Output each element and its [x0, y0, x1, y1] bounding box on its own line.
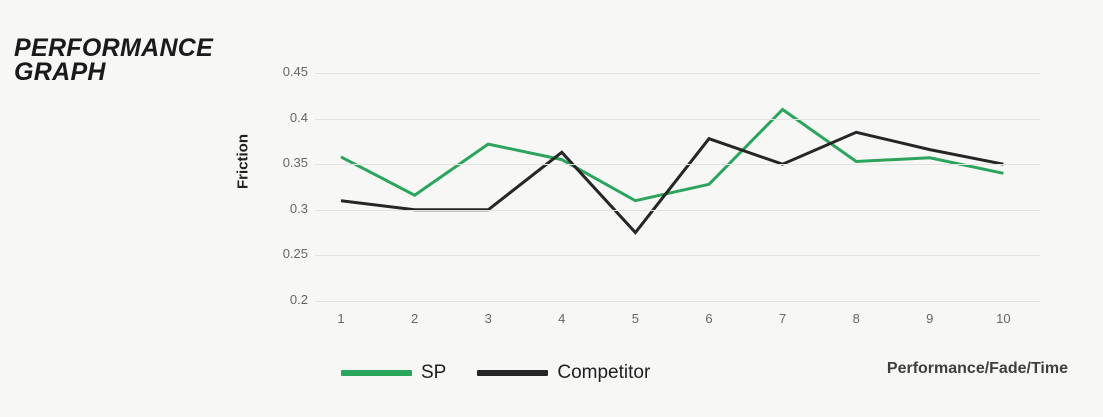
x-tick-label: 2 — [410, 311, 419, 326]
y-tick-label: 0.35 — [282, 155, 308, 171]
x-tick-label: 8 — [852, 311, 860, 326]
legend-swatch — [477, 370, 549, 376]
gridline — [315, 73, 1040, 74]
page-title-line2: GRAPH — [14, 58, 106, 86]
gridline — [315, 164, 1040, 166]
legend-swatch — [341, 370, 412, 376]
legend-label: SP — [421, 362, 447, 383]
plot-area — [315, 73, 1040, 302]
x-tick-label: 5 — [631, 311, 639, 326]
footer-label: Performance/Fade/Time — [886, 360, 1068, 377]
x-tick-label: 6 — [705, 311, 713, 326]
y-tick-label: 0.2 — [289, 292, 308, 307]
y-tick-label: 0.3 — [289, 200, 308, 216]
legend-item-sp: SP — [341, 362, 446, 384]
sp-line — [340, 107, 1004, 203]
gridline — [315, 301, 1040, 302]
x-tick-label: 4 — [558, 311, 566, 326]
competitor-line — [340, 130, 1004, 235]
page-title-line1: PERFORMANCE — [14, 34, 214, 62]
y-tick-label: 0.25 — [282, 246, 308, 262]
legend: SP Competitor — [341, 362, 681, 384]
legend-label: Competitor — [557, 362, 651, 383]
y-tick-label: 0.4 — [289, 109, 308, 125]
gridline — [315, 255, 1040, 257]
gridline — [315, 209, 1040, 211]
x-tick-label: 9 — [926, 311, 934, 326]
legend-item-competitor: Competitor — [477, 362, 650, 384]
x-tick-label: 10 — [996, 311, 1011, 326]
gridline — [315, 118, 1040, 120]
x-tick-label: 1 — [337, 311, 345, 326]
y-tick-label: 0.45 — [282, 64, 308, 79]
page-title: PERFORMANCE GRAPH — [14, 34, 214, 86]
series-lines — [340, 107, 1004, 235]
x-tick-label: 7 — [778, 311, 787, 326]
x-axis-labels: 1 2 3 4 5 6 7 8 9 10 — [315, 311, 1040, 331]
x-tick-label: 3 — [484, 311, 492, 326]
